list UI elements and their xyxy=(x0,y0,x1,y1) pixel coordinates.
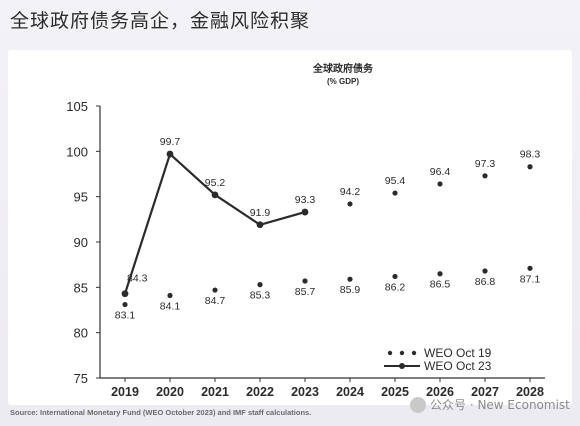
series-weo-oct19-data-label: 84.1 xyxy=(160,300,181,312)
y-tick-label: 80 xyxy=(74,326,88,341)
series-weo-oct19-data-label: 85.7 xyxy=(295,286,316,298)
series-weo-oct19-point xyxy=(347,276,353,282)
series-weo-oct19-point xyxy=(482,268,488,274)
legend-weo-oct23-label: WEO Oct 23 xyxy=(424,359,492,373)
series-weo-oct19-point xyxy=(167,292,173,299)
series-weo-oct23-point xyxy=(347,201,353,207)
y-tick-label: 85 xyxy=(74,280,88,295)
legend-weo-oct19-marker xyxy=(387,350,393,356)
series-weo-oct23-data-label: 98.3 xyxy=(520,149,541,161)
series-weo-oct23-point xyxy=(527,164,533,170)
series-weo-oct19-point xyxy=(437,271,443,277)
series-weo-oct23-line xyxy=(123,152,306,295)
series-weo-oct23-data-label: 84.3 xyxy=(127,273,148,285)
y-tick-label: 95 xyxy=(74,190,88,205)
series-weo-oct19-data-label: 86.5 xyxy=(430,279,451,291)
series-weo-oct19-point xyxy=(392,273,398,280)
wechat-logo-icon xyxy=(410,396,426,413)
chart-title: 全球政府债务 xyxy=(312,62,374,75)
series-weo-oct23-data-label: 91.9 xyxy=(250,207,271,219)
x-tick-label: 2020 xyxy=(156,385,184,399)
y-tick-label: 90 xyxy=(74,235,88,250)
x-tick-label: 2026 xyxy=(426,385,454,399)
series-weo-oct23-point xyxy=(121,290,129,298)
x-tick-label: 2028 xyxy=(516,385,544,399)
series-weo-oct23-point xyxy=(437,181,443,187)
x-tick-label: 2025 xyxy=(381,385,409,399)
series-weo-oct19-point xyxy=(257,282,263,288)
series-weo-oct23-point xyxy=(301,208,309,216)
x-tick-label: 2019 xyxy=(111,385,139,399)
series-weo-oct19-point xyxy=(302,278,308,284)
series-weo-oct23-data-label: 97.3 xyxy=(475,158,496,170)
x-tick-label: 2023 xyxy=(291,385,319,399)
legend-weo-oct19-marker xyxy=(399,350,405,356)
series-weo-oct23-point xyxy=(166,150,174,158)
y-tick-label: 105 xyxy=(66,99,88,114)
legend-weo-oct19-label: WEO Oct 19 xyxy=(424,346,492,360)
series-weo-oct19-data-label: 84.7 xyxy=(205,295,226,307)
series-weo-oct23-point xyxy=(392,190,398,196)
series-weo-oct19-data-label: 83.1 xyxy=(115,310,136,322)
series-weo-oct19-point xyxy=(212,287,218,293)
watermark: 公众号 · New Economist xyxy=(410,396,570,413)
chart-panel xyxy=(8,50,572,405)
series-weo-oct19-point xyxy=(122,301,128,308)
watermark-text: 公众号 · New Economist xyxy=(430,398,570,412)
x-tick-label: 2024 xyxy=(336,385,364,399)
series-weo-oct19-data-label: 87.1 xyxy=(520,273,541,285)
x-tick-label: 2021 xyxy=(201,385,229,399)
chart-subtitle: (% GDP) xyxy=(327,77,359,86)
series-weo-oct23-data-label: 95.2 xyxy=(205,177,226,189)
series-weo-oct19-data-label: 86.8 xyxy=(475,276,496,288)
series-weo-oct23-data-label: 96.4 xyxy=(430,166,451,178)
series-weo-oct23-point xyxy=(482,173,488,179)
source-note: Source: International Monetary Fund (WEO… xyxy=(10,408,312,417)
series-weo-oct23-data-label: 95.4 xyxy=(385,175,406,187)
y-tick-label: 100 xyxy=(66,144,88,159)
series-weo-oct19-data-label: 85.3 xyxy=(250,290,271,302)
series-weo-oct23-point xyxy=(256,221,264,229)
series-weo-oct19-point xyxy=(527,265,533,271)
series-weo-oct19-data-label: 86.2 xyxy=(385,281,406,293)
series-weo-oct19-data-label: 85.9 xyxy=(340,284,361,296)
y-tick-label: 75 xyxy=(74,371,88,386)
series-weo-oct23-data-label: 94.2 xyxy=(340,186,361,198)
legend-weo-oct19-marker xyxy=(411,350,417,356)
series-weo-oct23-data-label: 93.3 xyxy=(295,194,316,206)
slide-title: 全球政府债务高企，金融风险积聚 xyxy=(10,10,311,32)
legend-weo-oct23-marker xyxy=(399,363,405,369)
x-tick-label: 2022 xyxy=(246,385,274,399)
x-tick-label: 2027 xyxy=(471,385,499,399)
series-weo-oct23-point xyxy=(211,191,219,199)
series-weo-oct23-data-label: 99.7 xyxy=(160,136,181,148)
